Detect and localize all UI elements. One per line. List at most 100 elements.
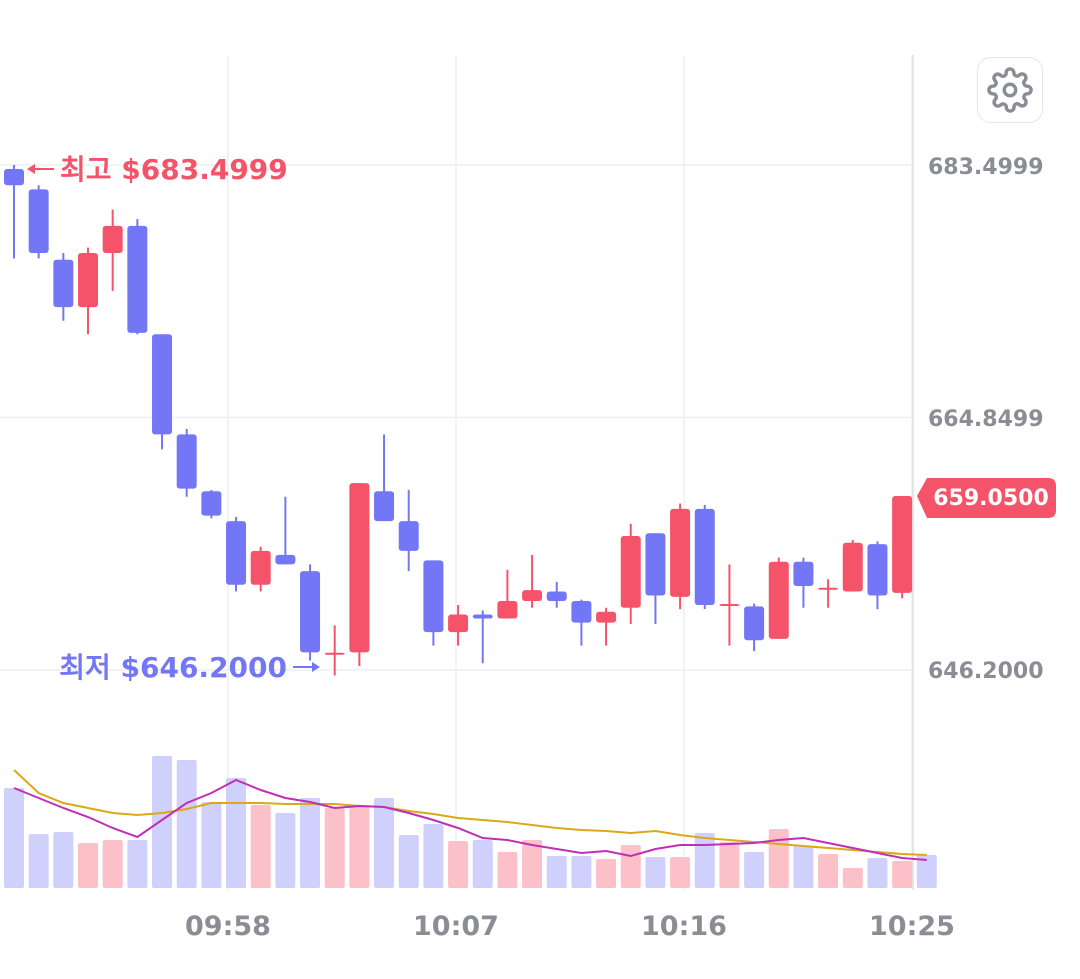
candle-body-25	[620, 535, 641, 608]
gear-icon	[987, 67, 1033, 113]
candle-2	[53, 253, 74, 321]
candle-body-24	[596, 611, 617, 623]
settings-button[interactable]	[977, 57, 1043, 123]
candle-body-11	[275, 554, 296, 565]
candle-26	[645, 533, 666, 624]
candle-body-2	[53, 259, 74, 308]
volume-bar-22	[546, 856, 567, 888]
volume-bar-7	[176, 760, 197, 888]
candle-28	[694, 504, 715, 610]
candle-34	[842, 540, 863, 592]
candle-35	[867, 541, 888, 610]
candle-7	[176, 429, 197, 497]
volume-bar-34	[842, 868, 863, 888]
candle-body-0	[4, 169, 24, 186]
candle-23	[571, 599, 592, 646]
candle-body-6	[152, 334, 173, 435]
volume-bar-28	[694, 833, 715, 888]
x-axis: 09:58 10:07 10:16 10:25	[185, 911, 955, 942]
candle-27	[670, 503, 691, 610]
candle-30	[744, 603, 765, 652]
volume-bar-8	[201, 802, 222, 888]
volume-bar-6	[152, 756, 173, 888]
volume-bar-17	[423, 824, 444, 888]
candle-body-34	[842, 542, 863, 592]
low-marker: 최저 $646.2000	[59, 651, 320, 684]
candle-25	[620, 523, 641, 624]
high-marker: 최고 $683.4999	[27, 153, 288, 186]
volume-bar-3	[78, 843, 99, 888]
candle-body-9	[226, 521, 247, 585]
volume-bar-0	[4, 788, 24, 888]
candle-0	[4, 164, 24, 259]
candle-body-17	[423, 560, 444, 633]
volume-bar-32	[793, 846, 814, 888]
candle-32	[793, 557, 814, 608]
volume-bar-15	[374, 798, 395, 888]
candle-15	[374, 434, 395, 522]
volume-bar-13	[324, 808, 345, 888]
volume-bar-27	[670, 857, 691, 888]
candle-body-28	[694, 508, 715, 606]
candle-14	[349, 483, 370, 666]
high-marker-arrowhead	[27, 164, 35, 174]
candle-body-4	[102, 225, 123, 254]
volume-bar-2	[53, 832, 74, 888]
candle-body-16	[398, 521, 419, 551]
candle-body-20	[497, 600, 518, 619]
current-price-tag-shape	[917, 478, 1056, 518]
candle-6	[152, 334, 173, 450]
candle-5	[127, 219, 148, 335]
candle-body-3	[78, 253, 99, 308]
candle-body-31	[768, 561, 789, 639]
x-tick-label-2: 10:16	[641, 911, 727, 942]
volume-bar-26	[645, 857, 666, 888]
candle-1	[28, 185, 49, 259]
volume-bar-11	[275, 813, 296, 888]
low-marker-label: 최저 $646.2000	[59, 651, 287, 684]
volume-bars	[4, 756, 937, 888]
volume-bar-18	[448, 841, 469, 888]
candle-4	[102, 209, 123, 291]
x-tick-label-1: 10:07	[413, 911, 499, 942]
candle-20	[497, 569, 518, 619]
current-price-tag: 659.0500	[917, 478, 1056, 518]
volume-bar-19	[472, 840, 493, 888]
candle-body-21	[522, 590, 543, 601]
high-marker-label: 최고 $683.4999	[60, 153, 288, 186]
volume-bar-23	[571, 856, 592, 888]
candle-31	[768, 557, 789, 639]
candle-body-1	[28, 189, 49, 254]
candle-17	[423, 560, 444, 646]
candles	[4, 164, 913, 676]
volume-bar-12	[300, 798, 321, 888]
low-marker-arrowhead	[312, 662, 320, 672]
candle-19	[472, 610, 493, 664]
candle-9	[226, 517, 247, 592]
candle-body-33	[818, 587, 839, 590]
ma-long-line	[13, 769, 927, 856]
candle-body-15	[374, 491, 395, 522]
candle-body-8	[201, 491, 222, 516]
y-tick-label-2: 646.2000	[928, 659, 1044, 684]
candle-33	[818, 579, 839, 608]
x-tick-label-3: 10:25	[869, 911, 955, 942]
volume-bar-4	[102, 840, 123, 888]
candle-body-27	[670, 508, 691, 597]
volume-bar-29	[719, 842, 740, 888]
ma-short-line	[13, 778, 927, 861]
candle-36	[892, 496, 913, 599]
candle-3	[78, 247, 99, 335]
volume-bar-16	[398, 835, 419, 888]
candle-body-19	[472, 614, 493, 619]
candle-body-29	[719, 604, 740, 607]
candle-body-12	[300, 571, 321, 653]
candle-21	[522, 554, 543, 608]
candle-22	[546, 581, 567, 608]
candle-body-36	[892, 496, 913, 593]
y-tick-label-1: 664.8499	[928, 407, 1044, 432]
candle-10	[250, 546, 271, 592]
volume-bar-21	[522, 840, 543, 888]
volume-bar-20	[497, 852, 518, 888]
volume-bar-1	[28, 834, 49, 888]
